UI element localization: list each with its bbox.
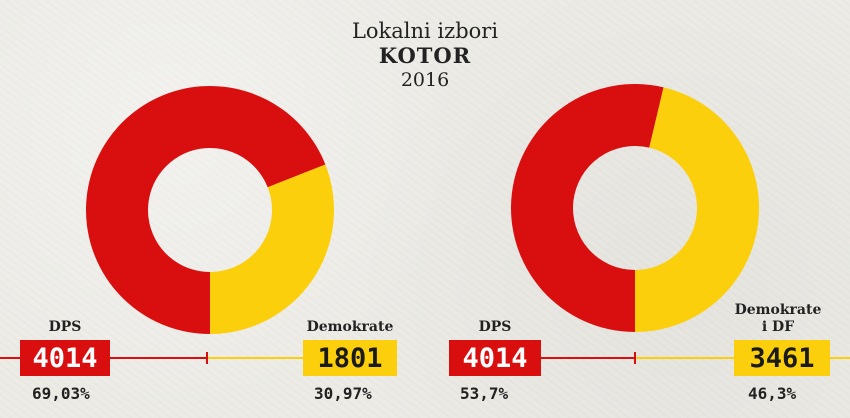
left-dps-value: 4014 <box>20 340 110 376</box>
title-year: 2016 <box>400 69 450 91</box>
title-election: Lokalni izbori <box>351 19 499 43</box>
right-demokrate-name: Demokrate i DF <box>728 302 828 336</box>
left-divider-tick <box>206 352 208 364</box>
donut-left-slice-demokrate <box>210 164 334 334</box>
left-demokrate-value: 1801 <box>303 340 397 376</box>
left-dps-percent: 69,03% <box>32 384 90 403</box>
chart-title: Lokalni izbori KOTOR 2016 <box>0 18 850 92</box>
right-dps-value: 4014 <box>449 340 541 376</box>
donut-left-slice-dps <box>85 85 326 335</box>
right-dps-percent: 53,7% <box>460 384 509 403</box>
title-city: KOTOR <box>378 43 472 68</box>
left-demokrate-name: Demokrate <box>306 319 394 335</box>
donut-right-slice-dps <box>510 83 664 332</box>
left-dps-name: DPS <box>48 319 82 335</box>
donut-right-slice-demokrate-i-df <box>635 87 759 332</box>
right-demokrate-percent: 46,3% <box>748 384 797 403</box>
right-red-line <box>450 357 636 359</box>
right-demokrate-name-line2: i DF <box>761 319 795 335</box>
left-yellow-line <box>208 357 308 359</box>
right-dps-name: DPS <box>478 319 512 335</box>
right-demokrate-name-line1: Demokrate <box>734 302 822 318</box>
right-divider-tick <box>634 352 636 364</box>
right-demokrate-value: 3461 <box>734 340 830 376</box>
left-demokrate-percent: 30,97% <box>314 384 372 403</box>
